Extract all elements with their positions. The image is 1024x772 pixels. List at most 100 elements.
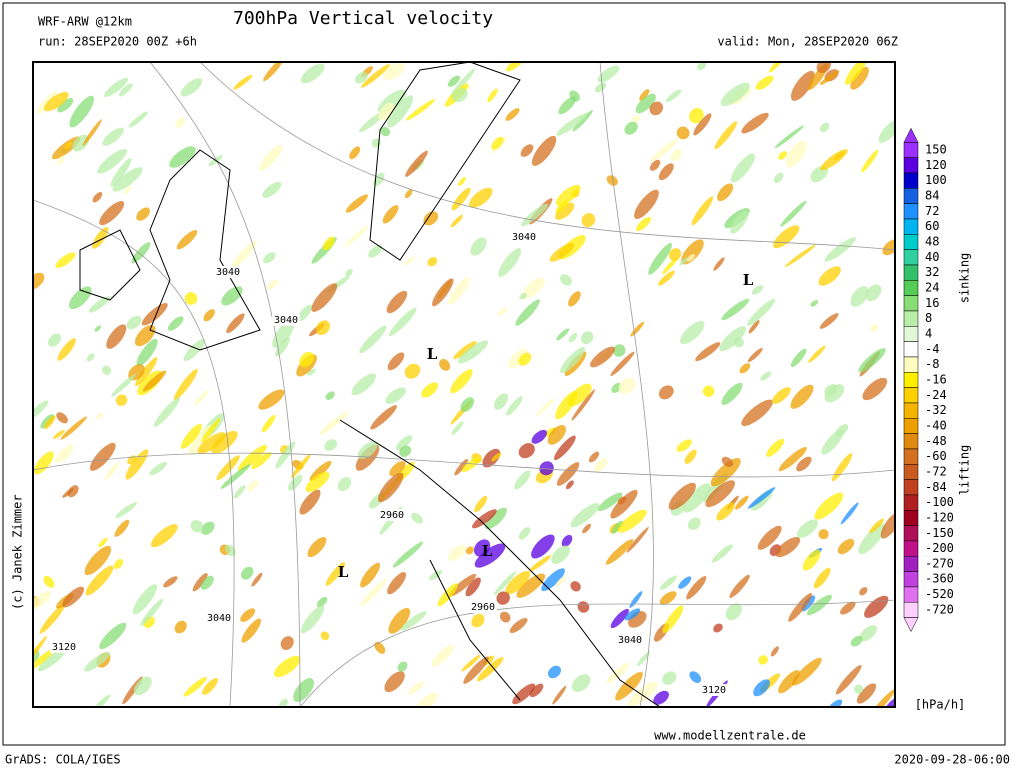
- field-blob: [110, 158, 132, 187]
- contour-label-box: [378, 509, 406, 521]
- field-blob: [570, 502, 600, 528]
- field-blob: [862, 377, 888, 401]
- contour-label-box: [214, 266, 242, 278]
- field-blob: [287, 474, 303, 491]
- field-blob: [649, 101, 664, 116]
- field-blob: [605, 539, 634, 565]
- field-blob: [505, 108, 520, 121]
- legend-level: -60: [925, 449, 947, 463]
- field-blob: [529, 683, 544, 698]
- field-blob: [427, 257, 438, 267]
- field-blob: [99, 622, 127, 650]
- legend-level: -16: [925, 372, 947, 386]
- field-blob: [679, 257, 689, 266]
- legend-level: -48: [925, 434, 947, 448]
- field-blob: [404, 189, 413, 199]
- field-blob: [299, 351, 314, 368]
- field-blob: [582, 523, 592, 534]
- field-blob: [539, 461, 554, 476]
- field-blob: [386, 290, 408, 314]
- field-blob: [84, 651, 111, 672]
- legend-level: 100: [925, 173, 947, 187]
- field-blob: [547, 665, 562, 679]
- field-blob: [639, 89, 650, 101]
- contour-label: 3040: [512, 232, 536, 243]
- field-blob: [556, 112, 588, 136]
- field-blob: [870, 324, 879, 332]
- field-blob: [519, 292, 527, 300]
- field-blob: [568, 332, 578, 343]
- field-blob: [149, 461, 167, 476]
- field-blob: [541, 568, 565, 592]
- field-blob: [474, 543, 506, 568]
- field-blob: [497, 307, 508, 316]
- field-blob: [680, 320, 705, 345]
- field-blob: [678, 576, 692, 589]
- field-blob: [558, 96, 576, 115]
- field-blob: [757, 525, 782, 550]
- field-blob: [307, 368, 316, 376]
- field-blob: [747, 348, 763, 363]
- field-blob: [230, 240, 258, 269]
- field-blob: [662, 605, 684, 634]
- field-blob: [818, 529, 829, 540]
- field-blob: [211, 430, 238, 454]
- field-blob: [325, 562, 346, 586]
- field-blob: [300, 605, 325, 634]
- field-blob: [370, 405, 397, 430]
- field-blob: [397, 661, 408, 672]
- legend-level: 120: [925, 158, 947, 172]
- contour-label-box: [272, 314, 300, 326]
- field-blob: [262, 181, 282, 198]
- field-blob: [840, 502, 859, 525]
- legend-swatch: [903, 157, 919, 174]
- field-blob: [858, 348, 886, 373]
- legend-level: 32: [925, 265, 939, 279]
- field-blob: [141, 302, 168, 326]
- field-blob: [280, 636, 294, 651]
- field-blob: [216, 455, 240, 481]
- field-blob: [153, 397, 180, 427]
- map-border: [32, 61, 896, 708]
- field-blob: [515, 299, 540, 326]
- field-blob: [778, 151, 788, 160]
- field-blob: [755, 75, 774, 90]
- field-blob: [725, 603, 742, 621]
- field-blob: [796, 519, 819, 538]
- legend-swatch: [903, 494, 919, 511]
- field-blob: [753, 679, 770, 697]
- field-blob: [668, 482, 696, 510]
- field-blob: [167, 316, 184, 331]
- contour-label-box: [700, 684, 728, 696]
- valid-label: valid: Mon, 28SEP2020 06Z: [717, 35, 898, 49]
- field-blob: [431, 645, 455, 667]
- field-blob: [123, 186, 132, 194]
- field-blob: [241, 618, 262, 643]
- field-blob: [57, 338, 76, 361]
- field-blob: [39, 603, 66, 634]
- map-title: 700hPa Vertical velocity: [233, 8, 493, 29]
- field-blob: [414, 692, 438, 707]
- field-blob: [516, 573, 546, 598]
- field-blob: [820, 122, 830, 133]
- field-blob: [201, 521, 215, 535]
- field-blob: [400, 611, 427, 631]
- field-blob: [556, 462, 580, 486]
- field-blob: [861, 149, 879, 173]
- field-blob: [741, 399, 773, 427]
- field-blob: [662, 257, 678, 275]
- field-blob: [387, 572, 407, 595]
- field-blob: [175, 117, 186, 128]
- field-blob: [844, 62, 868, 85]
- legend-level: 84: [925, 188, 939, 202]
- field-blob: [183, 676, 207, 697]
- field-blob: [714, 121, 738, 150]
- field-blob: [758, 655, 768, 665]
- coastline: [369, 62, 521, 261]
- legend-bottom-arrow: [903, 617, 919, 633]
- field-blob: [683, 483, 711, 513]
- field-blob: [505, 570, 531, 595]
- contour-line: [149, 62, 301, 707]
- field-blob: [180, 78, 203, 97]
